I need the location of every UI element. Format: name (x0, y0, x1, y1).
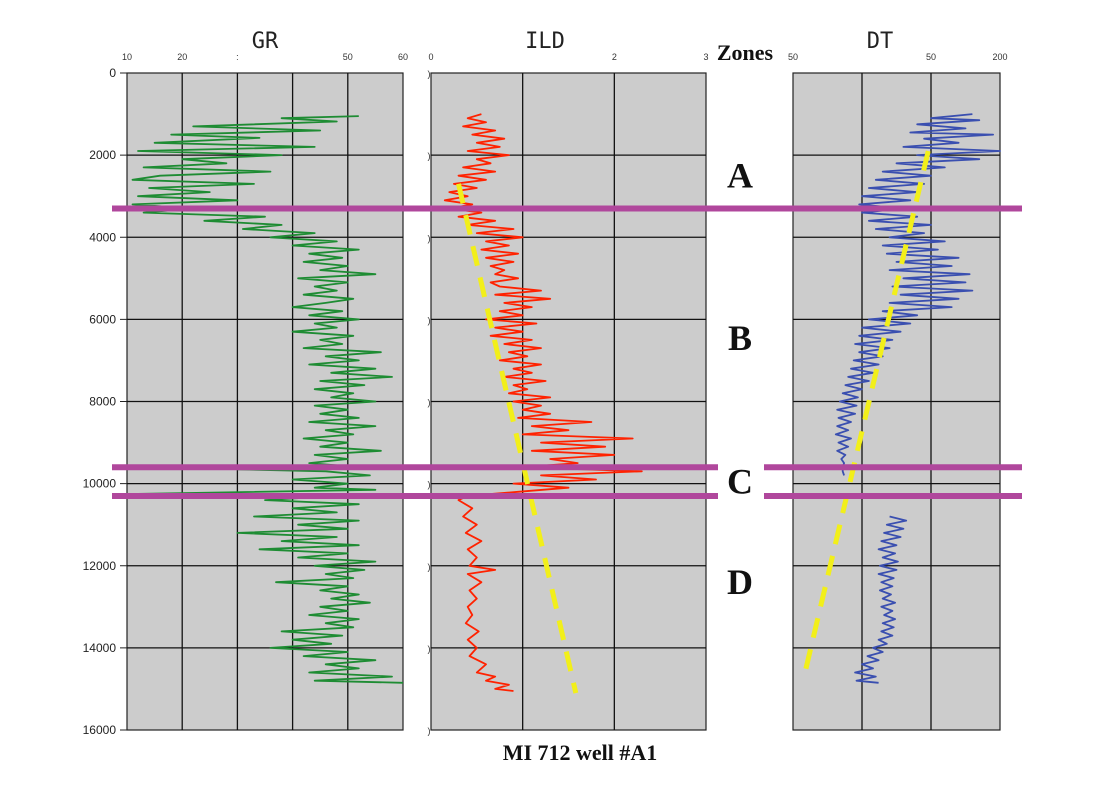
track-dt: DT 50 50 200 (788, 29, 1008, 731)
depth-tick-label: 10000 (83, 477, 117, 491)
depth-tick-label: 0 (109, 66, 116, 80)
x-tick-label: 200 (992, 52, 1007, 62)
zone-label-c: C (727, 462, 753, 502)
depth-tick-label: 4000 (89, 230, 116, 244)
track-title: GR (252, 29, 279, 54)
x-tick-label: 50 (926, 52, 936, 62)
x-tick-label: 20 (177, 52, 187, 62)
track-title: ILD (525, 29, 565, 54)
x-tick-label: 10 (122, 52, 132, 62)
series-dt-lower (854, 515, 908, 684)
chart-caption: MI 712 well #A1 (503, 740, 658, 765)
zone-label-a: A (727, 156, 753, 196)
track-edge-mark: ) (428, 398, 431, 408)
track-edge-mark: ) (428, 480, 431, 490)
trend-line-ild (456, 183, 579, 694)
x-tick-label: : (236, 52, 239, 62)
track-edge-mark: ) (428, 151, 431, 161)
depth-tick-label: 16000 (83, 723, 117, 737)
depth-tick-label: 6000 (89, 312, 116, 326)
track-gr: GR 10 20: 50 60 (122, 29, 408, 731)
track-edge-mark: ) (428, 726, 431, 736)
depth-tick-label: 14000 (83, 641, 117, 655)
zone-label-b: B (728, 318, 752, 358)
trend-line-dt (801, 150, 931, 678)
depth-tick-label: 8000 (89, 395, 116, 409)
zones-heading: Zones (717, 40, 774, 65)
x-tick-label: 50 (343, 52, 353, 62)
track-ild: ILD 0 2 3))))))))) (428, 29, 709, 736)
track-edge-mark: ) (428, 233, 431, 243)
x-tick-label: 0 (428, 52, 433, 62)
depth-tick-label: 12000 (83, 559, 117, 573)
series-dt (834, 113, 1001, 476)
track-edge-mark: ) (428, 315, 431, 325)
x-tick-label: 2 (612, 52, 617, 62)
x-tick-label: 50 (788, 52, 798, 62)
x-tick-label: 3 (703, 52, 708, 62)
x-tick-label: 60 (398, 52, 408, 62)
zone-label-d: D (727, 562, 753, 602)
track-edge-mark: ) (428, 562, 431, 572)
depth-tick-label: 2000 (89, 148, 116, 162)
track-edge-mark: ) (428, 69, 431, 79)
track-title: DT (867, 29, 894, 54)
track-edge-mark: ) (428, 644, 431, 654)
